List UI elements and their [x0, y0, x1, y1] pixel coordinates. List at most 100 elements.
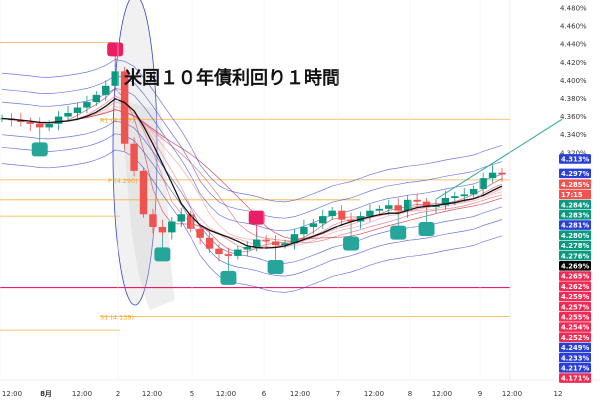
price-badge [559, 168, 591, 179]
candle-body [253, 239, 261, 247]
y-tick-label: 4.340% [560, 131, 587, 139]
price-badge-label: 4.284% [561, 201, 589, 209]
ma-ribbon [1, 95, 503, 250]
x-tick-label: 8月 [40, 390, 52, 398]
price-badge [559, 189, 591, 200]
candle-body [73, 107, 82, 113]
y-tick-label: 4.360% [560, 113, 587, 121]
price-badge [559, 352, 591, 363]
price-badge [559, 312, 591, 322]
x-tick-label: 9 [478, 390, 482, 398]
level-label: S1 (4.139) [100, 314, 134, 322]
price-badge [559, 291, 591, 302]
price-badge-label: 4.283% [561, 212, 589, 220]
price-badge-label: 4.278% [561, 242, 589, 250]
x-tick-label: 12:00 [142, 390, 162, 398]
y-tick-label: 4.320% [560, 149, 587, 157]
candle-body [120, 71, 129, 144]
candle-body [366, 210, 374, 217]
candle-body [177, 214, 185, 222]
price-badge-label: 4.280% [561, 232, 589, 240]
price-badge [559, 240, 591, 251]
y-tick-label: 4.400% [560, 77, 587, 85]
candle-body [375, 208, 384, 211]
x-tick-label: 12:00 [2, 390, 22, 398]
candle-body [469, 188, 478, 195]
price-badge-label: 4.171% [561, 375, 589, 383]
candle-body [26, 121, 35, 124]
price-badge [559, 179, 591, 190]
candle-body [149, 214, 157, 227]
x-tick-label: 12:00 [364, 390, 384, 398]
price-badge [559, 281, 591, 292]
price-badge-label: 17:15 [561, 191, 583, 199]
y-tick-label: 4.440% [560, 41, 587, 49]
candle-body [83, 102, 91, 108]
swing-high-marker [107, 42, 124, 57]
candle-body [224, 254, 233, 256]
x-tick-label: 6 [262, 390, 267, 398]
candle-body [102, 85, 110, 95]
x-tick-label: 12 [554, 390, 563, 398]
candle-body [413, 199, 421, 202]
price-badge [559, 261, 591, 271]
x-tick-label: 7 [336, 390, 340, 398]
ma-ribbon [1, 87, 503, 253]
price-badge [559, 154, 591, 164]
candle-body [234, 249, 242, 256]
candle-body [186, 214, 195, 229]
price-badge-label: 4.285% [561, 181, 589, 189]
price-badge [559, 322, 591, 332]
y-tick-label: 4.460% [560, 23, 587, 31]
price-badge-label: 4.281% [561, 222, 589, 230]
price-badge [559, 271, 591, 281]
candle-body [319, 216, 327, 224]
price-badge [559, 250, 591, 261]
bollinger-lower [1, 133, 503, 277]
price-badge-label: 4.265% [561, 273, 589, 281]
candle-body [36, 123, 44, 128]
candle-body [92, 94, 101, 103]
price-badge-label: 4.254% [561, 324, 589, 332]
chart-title: 米国１０年債利回り１時間 [124, 67, 340, 89]
x-tick-label: 12:00 [502, 390, 522, 398]
candle-body [262, 239, 270, 242]
candle-body [205, 237, 214, 249]
candle-body [281, 243, 289, 246]
price-badge-label: 4.233% [561, 354, 589, 362]
price-badge-label: 4.259% [561, 293, 589, 301]
price-badge [559, 220, 591, 230]
price-badge [559, 332, 591, 343]
price-badge-label: 4.262% [561, 283, 589, 291]
level-label: R1 (4.357) [100, 116, 134, 124]
candle-body [347, 219, 355, 222]
price-badge [559, 199, 591, 210]
candle-body [394, 205, 402, 211]
x-tick-label: 12:00 [432, 390, 452, 398]
candle-body [243, 246, 251, 250]
price-badge [559, 373, 591, 383]
y-tick-label: 4.380% [560, 95, 587, 103]
ma-main-line [1, 97, 503, 249]
price-badge-label: 4.252% [561, 334, 589, 342]
candle-body [385, 205, 393, 209]
swing-high-marker [248, 210, 265, 225]
candle-body [17, 120, 25, 122]
candle-body [130, 143, 138, 171]
candle-body [111, 71, 119, 86]
x-tick-label: 2 [116, 390, 120, 398]
price-badge [559, 342, 591, 353]
x-tick-label: 8 [408, 390, 412, 398]
candle-body [309, 223, 318, 227]
x-tick-label: 12:00 [216, 390, 236, 398]
swing-low-marker [154, 247, 171, 262]
candle-body [403, 199, 412, 211]
candle-body [460, 194, 468, 197]
price-badge [559, 210, 591, 220]
price-badge-label: 4.217% [561, 365, 589, 373]
candle-body [158, 226, 167, 233]
candle-body [451, 196, 459, 198]
price-badge-label: 4.269% [561, 263, 589, 271]
